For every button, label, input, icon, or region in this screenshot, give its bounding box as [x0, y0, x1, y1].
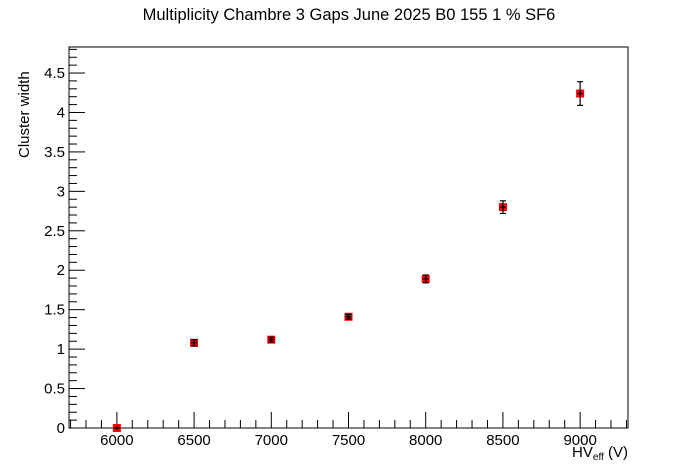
y-tick-label: 2.5 — [44, 223, 65, 240]
x-axis-label-main: HV — [572, 444, 593, 461]
x-tick-label: 6500 — [177, 432, 210, 449]
x-tick-label: 9000 — [563, 432, 596, 449]
center-mark — [579, 92, 582, 96]
x-axis-label-subscript: eff — [592, 452, 604, 463]
center-mark — [424, 277, 427, 281]
center-mark — [115, 426, 118, 430]
center-mark — [270, 338, 273, 342]
data-point — [421, 274, 430, 284]
x-tick-label: 7000 — [255, 432, 288, 449]
x-tick-label: 6000 — [100, 432, 133, 449]
data-point — [112, 424, 121, 432]
y-tick-label: 1.5 — [44, 302, 65, 319]
center-mark — [193, 341, 196, 345]
y-tick-label: 0 — [57, 420, 65, 437]
y-tick-label: 1 — [57, 341, 65, 358]
center-mark — [501, 205, 504, 209]
center-mark — [347, 315, 350, 319]
y-tick-label: 2 — [57, 262, 65, 279]
y-axis: 0 0.5 1 1.5 2 2.5 3 3.5 4 4.5 — [44, 48, 85, 437]
y-tick-label: 0.5 — [44, 381, 65, 398]
y-tick-label: 4.5 — [44, 65, 65, 82]
x-axis-label: HVeff (V) — [572, 444, 628, 463]
y-tick-label: 3.5 — [44, 144, 65, 161]
data-point — [576, 81, 585, 106]
data-point — [190, 338, 199, 347]
x-tick-label: 8500 — [486, 432, 519, 449]
data-point — [267, 335, 276, 344]
data-points — [112, 81, 585, 432]
plot-frame — [68, 46, 629, 429]
chart-title: Multiplicity Chambre 3 Gaps June 2025 B0… — [142, 6, 556, 24]
y-tick-label: 4 — [57, 104, 65, 121]
data-point — [498, 200, 507, 215]
x-tick-label: 7500 — [332, 432, 365, 449]
plot-border — [68, 46, 629, 429]
x-axis-label-unit: (V) — [603, 444, 628, 461]
x-tick-label: 8000 — [409, 432, 442, 449]
y-tick-label: 3 — [57, 183, 65, 200]
data-point — [344, 312, 353, 321]
x-axis: 6000 6500 7000 7500 8000 8500 9000 — [70, 412, 627, 449]
